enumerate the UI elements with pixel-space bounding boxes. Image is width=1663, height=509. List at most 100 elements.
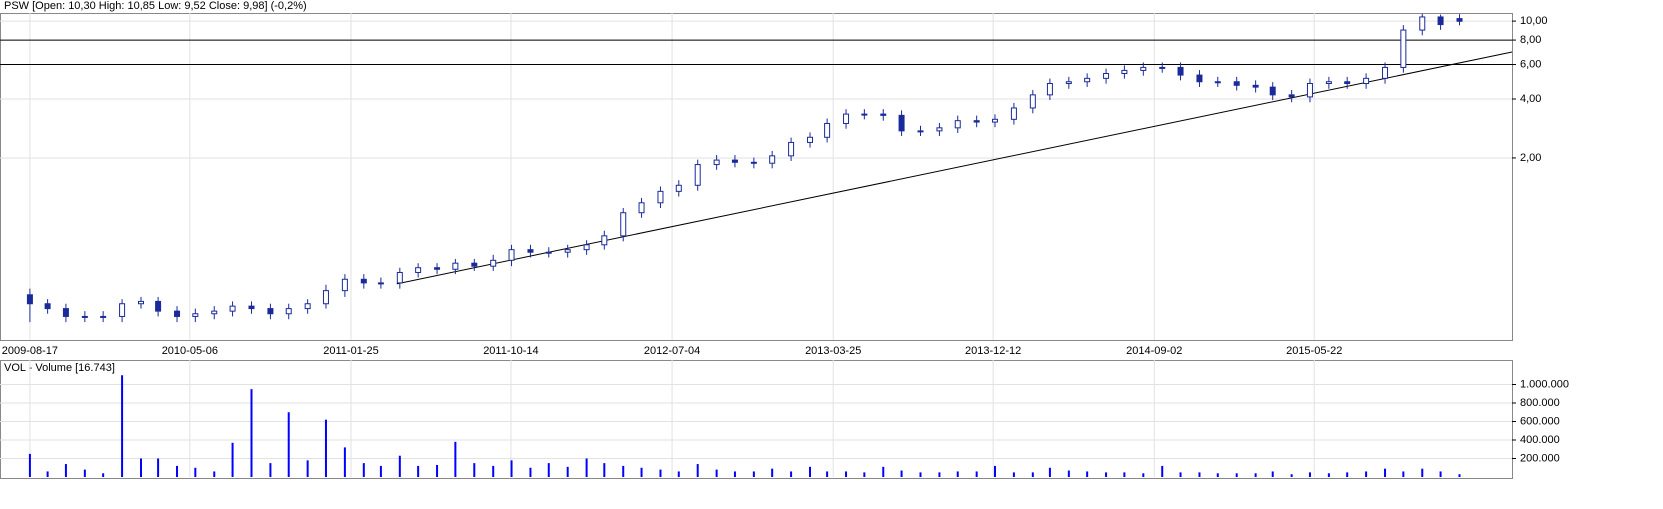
candle-body: [898, 114, 905, 132]
candle-body: [675, 184, 682, 192]
volume-bar: [1346, 472, 1349, 477]
candle-body: [322, 290, 329, 305]
x-tick-label: 2013-12-12: [965, 345, 1021, 357]
volume-bar: [1439, 471, 1442, 477]
x-tick-label: 2009-08-17: [2, 345, 58, 357]
volume-bar: [1048, 467, 1051, 477]
candle-body: [788, 141, 795, 157]
volume-bar: [473, 463, 476, 477]
volume-bar: [993, 465, 996, 477]
candle-body: [211, 310, 218, 315]
candle-body: [1140, 66, 1147, 71]
candle-body: [100, 315, 107, 318]
candle-body: [527, 249, 534, 253]
y-tick-label: 8,00: [1520, 34, 1541, 46]
volume-frame: [0, 360, 1513, 479]
candle-body: [824, 122, 831, 138]
volume-bar: [250, 389, 253, 477]
candle-body: [304, 303, 311, 310]
candle-body: [620, 212, 627, 237]
candle-body: [1196, 74, 1203, 83]
candle-body: [434, 267, 441, 270]
volume-bar: [715, 469, 718, 477]
candle-body: [936, 127, 943, 132]
y-tick-label: 400.000: [1520, 434, 1560, 446]
volume-bar: [771, 468, 774, 477]
candle-body: [638, 202, 645, 214]
volume-bar: [362, 463, 365, 477]
volume-bar: [1365, 471, 1368, 477]
x-tick-label: 2011-01-25: [323, 345, 378, 357]
candle-body: [1456, 18, 1463, 22]
volume-bar: [1216, 473, 1219, 477]
volume-bar: [622, 465, 625, 477]
candle-body: [490, 259, 497, 267]
candle-body: [991, 118, 998, 123]
volume-bar: [1458, 474, 1461, 477]
volume-bar: [454, 441, 457, 477]
candle-body: [807, 136, 814, 143]
candle-body: [601, 235, 608, 246]
candle-body: [1252, 84, 1259, 88]
candle-body: [26, 294, 33, 305]
volume-bar: [102, 473, 105, 477]
volume-bar: [176, 465, 179, 477]
volume-bar: [231, 442, 234, 477]
candle-body: [1288, 94, 1295, 98]
candle-body: [1419, 16, 1426, 31]
candle-body: [545, 251, 552, 254]
candle-body: [508, 249, 515, 261]
candle-body: [1344, 81, 1351, 85]
candle-body: [192, 313, 199, 317]
candle-body: [1010, 107, 1017, 120]
price-title: PSW [Open: 10,30 High: 10,85 Low: 9,52 C…: [4, 0, 307, 12]
candle-body: [1121, 69, 1128, 74]
candle-body: [1177, 66, 1184, 76]
volume-title: VOL - Volume [16.743]: [4, 362, 115, 374]
price-frame: [0, 13, 1513, 341]
volume-bar: [603, 463, 606, 477]
y-tick-label: 800.000: [1520, 397, 1560, 409]
candle-body: [1029, 94, 1036, 109]
volume-bar: [1031, 472, 1034, 477]
y-tick-label: 6,00: [1520, 58, 1541, 70]
volume-bar: [343, 447, 346, 477]
volume-bar: [269, 463, 272, 477]
volume-bar: [417, 465, 420, 477]
volume-bar: [809, 466, 812, 477]
volume-bar: [900, 470, 903, 477]
candle-body: [174, 310, 181, 317]
candle-body: [583, 244, 590, 251]
volume-bar: [287, 412, 290, 477]
candle-body: [471, 262, 478, 267]
volume-bar: [83, 469, 86, 477]
candle-body: [1159, 66, 1166, 69]
volume-bar: [938, 472, 941, 477]
candle-body: [1214, 81, 1221, 84]
y-tick-label: 1.000.000: [1520, 378, 1569, 390]
volume-bar: [324, 419, 327, 477]
volume-bar: [752, 471, 755, 477]
x-tick-label: 2011-10-14: [483, 345, 538, 357]
candle-body: [285, 308, 292, 315]
volume-bar: [379, 465, 382, 477]
candle-body: [1400, 29, 1407, 68]
candle-body: [954, 120, 961, 129]
volume-bar: [640, 467, 643, 477]
candle-body: [396, 271, 403, 284]
volume-bar: [790, 471, 793, 477]
y-tick-label: 10,00: [1520, 15, 1548, 27]
volume-bar: [975, 471, 978, 477]
volume-bar: [1012, 472, 1015, 477]
volume-bar: [1254, 473, 1257, 477]
candle-body: [44, 303, 51, 310]
volume-bar: [213, 471, 216, 477]
candle-body: [564, 249, 571, 253]
candle-body: [1437, 16, 1444, 26]
candle-body: [1046, 83, 1053, 96]
volume-bar: [194, 467, 197, 477]
volume-bar: [1271, 471, 1274, 477]
volume-bar: [121, 375, 124, 477]
volume-bar: [845, 471, 848, 477]
